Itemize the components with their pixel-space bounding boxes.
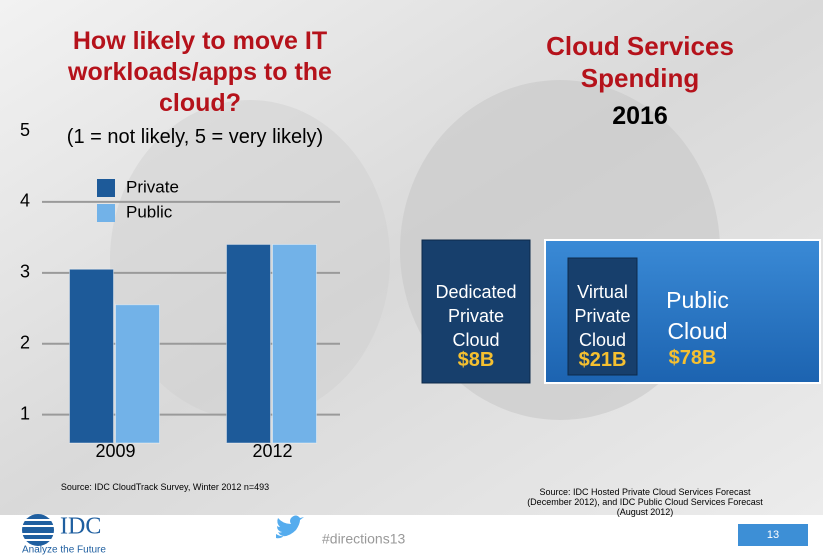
x-tick-label: 2009 <box>95 441 135 461</box>
virtual-box <box>567 257 638 376</box>
logo-globe <box>22 514 54 546</box>
page-number: 13 <box>767 529 779 541</box>
chart-title: How likely to move IT workloads/apps to … <box>68 27 332 117</box>
public-amount: $78B <box>668 347 717 369</box>
virtual-amount: $21B <box>578 349 627 371</box>
chart-source: Source: IDC CloudTrack Survey, Winter 20… <box>60 482 270 492</box>
logo-tagline: Analyze the Future <box>22 545 106 556</box>
spending-title: Cloud Services Spending <box>546 31 734 93</box>
y-tick-label: 5 <box>20 120 30 140</box>
spending-source: Source: IDC Hosted Private Cloud Service… <box>527 487 763 517</box>
y-tick-label: 3 <box>20 262 30 282</box>
y-tick-label: 2 <box>20 332 30 352</box>
x-tick-label: 2012 <box>252 441 292 461</box>
legend-label: Private <box>126 177 179 196</box>
public-label: Public Cloud <box>666 287 729 344</box>
dedicated-label: Dedicated Private Cloud <box>435 282 517 350</box>
bar <box>272 243 317 444</box>
hashtag: #directions13 <box>322 531 405 547</box>
logo-lines <box>22 519 54 541</box>
spending-year: 2016 <box>612 102 668 130</box>
legend-label: Public <box>126 202 173 221</box>
virtual-label: Virtual Private Cloud <box>574 282 631 350</box>
chart-subtitle: (1 = not likely, 5 = very likely) <box>66 126 324 148</box>
bar <box>69 268 114 444</box>
legend-swatch <box>97 179 115 197</box>
footer-bar <box>0 515 823 557</box>
y-tick-label: 1 <box>20 403 30 423</box>
dedicated-amount: $8B <box>457 349 495 371</box>
y-tick-label: 4 <box>20 191 30 211</box>
dedicated-box <box>421 239 531 384</box>
bar <box>115 304 160 444</box>
bar <box>226 243 271 444</box>
twitter-icon <box>276 515 304 539</box>
page-box <box>738 524 808 546</box>
legend-swatch <box>97 204 115 222</box>
logo-text: IDC <box>60 514 101 540</box>
